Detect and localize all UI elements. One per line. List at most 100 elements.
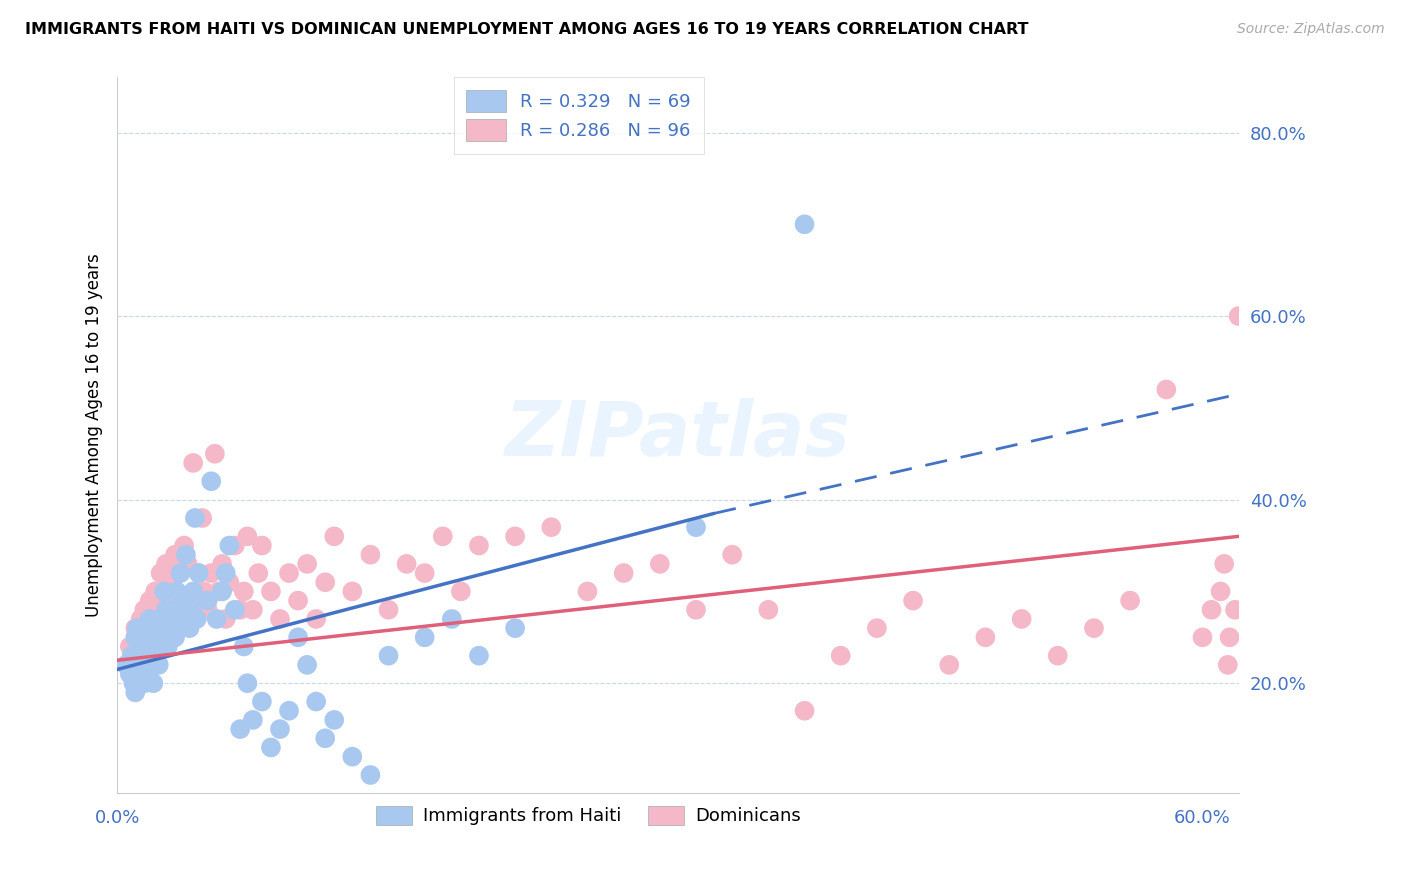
Point <box>342 749 364 764</box>
Point <box>148 603 170 617</box>
Point <box>142 612 165 626</box>
Point <box>377 648 399 663</box>
Point <box>830 648 852 663</box>
Point <box>503 529 526 543</box>
Point <box>135 630 157 644</box>
Point <box>146 630 169 644</box>
Point <box>181 456 204 470</box>
Text: Source: ZipAtlas.com: Source: ZipAtlas.com <box>1237 22 1385 37</box>
Point <box>174 603 197 617</box>
Point <box>156 640 179 654</box>
Point <box>540 520 562 534</box>
Point <box>167 612 190 626</box>
Point <box>1201 603 1223 617</box>
Point <box>124 621 146 635</box>
Point <box>278 704 301 718</box>
Point <box>162 584 184 599</box>
Point <box>211 584 233 599</box>
Point <box>193 584 215 599</box>
Point <box>648 557 671 571</box>
Point <box>576 584 599 599</box>
Point <box>1216 657 1239 672</box>
Point <box>149 612 172 626</box>
Point <box>211 557 233 571</box>
Point <box>187 566 209 580</box>
Point <box>169 566 191 580</box>
Point <box>143 584 166 599</box>
Point <box>173 612 195 626</box>
Point <box>287 630 309 644</box>
Point <box>152 630 174 644</box>
Point <box>793 217 815 231</box>
Point <box>1011 612 1033 626</box>
Point <box>260 740 283 755</box>
Point <box>232 640 254 654</box>
Point <box>160 621 183 635</box>
Point <box>174 548 197 562</box>
Point <box>278 566 301 580</box>
Point <box>115 657 138 672</box>
Point <box>162 603 184 617</box>
Point <box>121 648 143 663</box>
Point <box>186 593 208 607</box>
Point <box>236 529 259 543</box>
Point <box>155 603 177 617</box>
Text: IMMIGRANTS FROM HAITI VS DOMINICAN UNEMPLOYMENT AMONG AGES 16 TO 19 YEARS CORREL: IMMIGRANTS FROM HAITI VS DOMINICAN UNEMP… <box>25 22 1029 37</box>
Point <box>153 584 176 599</box>
Point <box>613 566 636 580</box>
Point <box>756 603 779 617</box>
Point <box>323 529 346 543</box>
Point <box>124 630 146 644</box>
Point <box>156 612 179 626</box>
Point <box>179 621 201 635</box>
Point <box>503 621 526 635</box>
Point <box>177 557 200 571</box>
Point <box>413 566 436 580</box>
Text: ZIPatlas: ZIPatlas <box>505 399 851 473</box>
Point <box>146 621 169 635</box>
Point <box>184 511 207 525</box>
Point <box>250 695 273 709</box>
Point <box>395 557 418 571</box>
Point <box>118 667 141 681</box>
Point <box>224 603 246 617</box>
Point <box>135 640 157 654</box>
Point <box>165 630 187 644</box>
Point <box>242 713 264 727</box>
Point <box>159 575 181 590</box>
Point <box>146 640 169 654</box>
Point <box>124 685 146 699</box>
Point <box>129 657 152 672</box>
Point <box>166 621 188 635</box>
Point <box>136 667 159 681</box>
Point <box>152 621 174 635</box>
Point <box>155 557 177 571</box>
Point <box>359 548 381 562</box>
Point <box>191 511 214 525</box>
Point <box>197 603 219 617</box>
Point <box>207 584 229 599</box>
Point <box>295 657 318 672</box>
Point <box>1156 383 1178 397</box>
Point <box>377 603 399 617</box>
Point <box>305 695 328 709</box>
Point <box>136 621 159 635</box>
Point <box>173 539 195 553</box>
Point <box>269 722 291 736</box>
Point <box>938 657 960 672</box>
Point <box>901 593 924 607</box>
Point <box>323 713 346 727</box>
Point <box>685 603 707 617</box>
Point <box>204 447 226 461</box>
Point <box>229 603 252 617</box>
Point <box>142 657 165 672</box>
Point <box>236 676 259 690</box>
Point <box>721 548 744 562</box>
Point <box>342 584 364 599</box>
Point <box>1227 309 1250 323</box>
Point <box>160 603 183 617</box>
Point <box>218 575 240 590</box>
Point <box>142 676 165 690</box>
Point <box>187 566 209 580</box>
Point <box>200 475 222 489</box>
